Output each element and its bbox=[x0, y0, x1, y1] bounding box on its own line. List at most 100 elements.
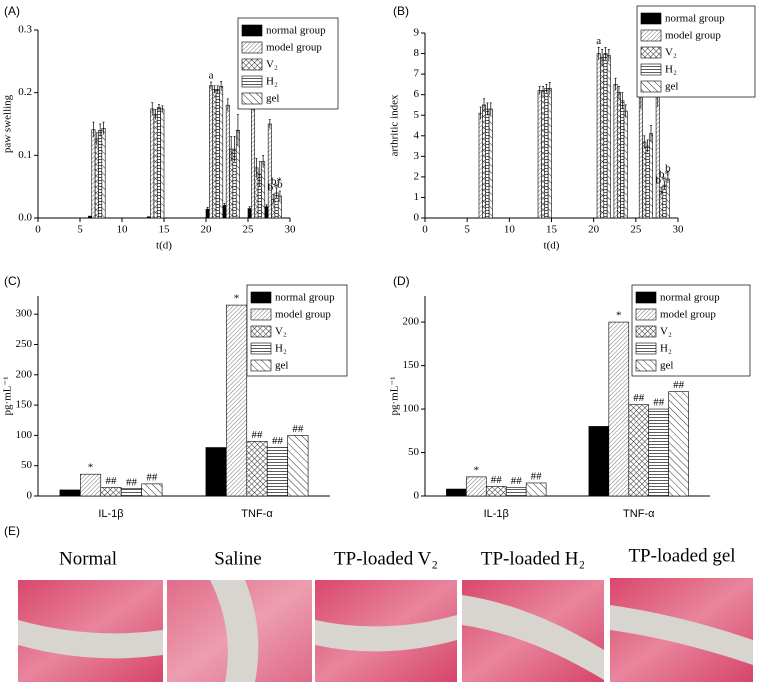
y-tick-label: 50 bbox=[21, 459, 33, 471]
bar bbox=[541, 90, 546, 219]
bar bbox=[59, 489, 81, 497]
error-bar bbox=[95, 132, 98, 146]
legend-label: V₂ bbox=[275, 326, 287, 338]
x-tick-label: 0 bbox=[422, 224, 428, 236]
panel-label: (C) bbox=[4, 274, 21, 288]
significance-label: ## bbox=[653, 397, 665, 409]
bar bbox=[146, 216, 151, 219]
legend-label: gel bbox=[266, 93, 279, 105]
y-tick-label: 100 bbox=[403, 403, 420, 415]
error-bar bbox=[486, 102, 489, 116]
y-tick-label: 0.1 bbox=[18, 149, 32, 161]
significance-label: * bbox=[234, 293, 240, 305]
bar bbox=[101, 128, 106, 219]
significance-label: ## bbox=[106, 475, 118, 487]
x-tick-label: 20 bbox=[201, 224, 213, 236]
error-bar bbox=[99, 123, 102, 137]
x-tick-label: TNF-α bbox=[241, 508, 273, 520]
legend-swatch bbox=[640, 46, 662, 59]
legend-swatch bbox=[640, 12, 662, 25]
y-tick-label: 50 bbox=[408, 446, 420, 458]
bar bbox=[267, 123, 272, 219]
legend-label: normal group bbox=[275, 292, 335, 304]
panel-label: (A) bbox=[4, 4, 20, 18]
bar bbox=[547, 88, 552, 219]
error-bar bbox=[206, 206, 209, 212]
legend-label: gel bbox=[660, 360, 673, 372]
y-tick-label: 0 bbox=[27, 490, 33, 502]
significance-label: * bbox=[616, 310, 622, 322]
significance-label: ## bbox=[272, 435, 284, 447]
y-tick-label: 9 bbox=[414, 27, 420, 39]
legend: normal group model group V₂ H₂ gel bbox=[237, 17, 339, 110]
y-tick-label: 0.0 bbox=[18, 212, 32, 224]
bar bbox=[544, 88, 549, 219]
y-axis-label: arthritic index bbox=[389, 94, 401, 157]
legend-swatch bbox=[635, 308, 657, 321]
error-bar bbox=[660, 186, 663, 196]
y-tick-label: 4 bbox=[414, 129, 420, 141]
significance-label: ## bbox=[673, 379, 685, 391]
bar bbox=[655, 94, 660, 219]
x-axis-label: t(d) bbox=[544, 240, 560, 252]
error-bar bbox=[663, 180, 666, 190]
bar bbox=[662, 184, 667, 219]
error-bar bbox=[220, 81, 223, 92]
y-axis-label: paw swelling bbox=[2, 94, 14, 153]
error-bar bbox=[154, 109, 157, 120]
bar bbox=[588, 426, 610, 497]
error-bar bbox=[210, 81, 213, 90]
error-bar bbox=[617, 86, 620, 99]
error-bar bbox=[258, 161, 261, 187]
significance-label: b* bbox=[271, 175, 282, 187]
bar bbox=[226, 304, 248, 497]
panel-label: (E) bbox=[4, 524, 20, 538]
error-bar bbox=[151, 102, 154, 116]
joint-space bbox=[315, 615, 457, 652]
bar bbox=[446, 488, 467, 497]
x-tick-label: IL-1β bbox=[484, 508, 509, 520]
legend-swatch bbox=[250, 359, 272, 372]
bar bbox=[488, 108, 493, 219]
x-tick-label: 10 bbox=[504, 224, 516, 236]
y-tick-label: 150 bbox=[403, 359, 420, 371]
y-tick-label: 200 bbox=[403, 316, 420, 328]
image-caption: TP-loaded V₂ bbox=[334, 548, 438, 569]
x-tick-label: 25 bbox=[630, 224, 642, 236]
error-bar bbox=[230, 136, 233, 162]
error-bar bbox=[646, 139, 649, 153]
error-bar bbox=[483, 98, 486, 112]
legend-swatch bbox=[640, 80, 662, 93]
error-bar bbox=[102, 121, 105, 135]
x-tick-label: 20 bbox=[588, 224, 600, 236]
error-bar bbox=[268, 119, 271, 129]
significance-label: ## bbox=[126, 476, 138, 488]
significance-label: ## bbox=[511, 475, 523, 487]
x-tick-label: 30 bbox=[673, 224, 685, 236]
y-axis-label: pg·mL⁻¹ bbox=[2, 376, 14, 415]
error-bar bbox=[157, 104, 160, 111]
bar bbox=[88, 215, 93, 219]
legend-swatch bbox=[635, 325, 657, 338]
y-axis-label: pg·mL⁻¹ bbox=[389, 376, 401, 415]
bar bbox=[537, 90, 542, 219]
image-caption: Normal bbox=[59, 548, 117, 569]
legend-label: H₂ bbox=[266, 76, 278, 88]
bar bbox=[215, 89, 220, 219]
error-bar bbox=[226, 98, 229, 112]
y-tick-label: 2 bbox=[414, 170, 420, 182]
bar bbox=[150, 108, 155, 219]
error-bar bbox=[601, 49, 604, 66]
bar bbox=[120, 488, 142, 497]
bar bbox=[616, 92, 621, 219]
bar bbox=[261, 161, 266, 219]
y-tick-label: 7 bbox=[414, 68, 420, 80]
bar bbox=[100, 487, 122, 497]
significance-label: * bbox=[88, 462, 94, 474]
x-tick-label: 25 bbox=[243, 224, 255, 236]
bar bbox=[606, 55, 611, 219]
legend-label: normal group bbox=[266, 25, 326, 37]
y-tick-label: 0.3 bbox=[18, 24, 32, 36]
significance-label: ## bbox=[252, 429, 264, 441]
